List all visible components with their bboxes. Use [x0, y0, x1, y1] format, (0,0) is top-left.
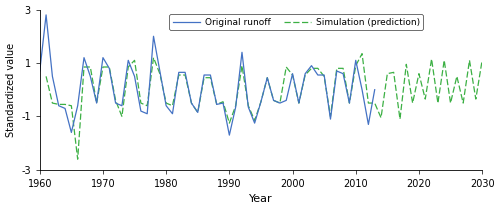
Original runoff: [252, 122, 258, 124]
Simulation (prediction): [74, 158, 80, 160]
Original runoff: [37, 70, 43, 72]
Line: Simulation (prediction): Simulation (prediction): [46, 54, 482, 159]
Original runoff: [43, 14, 49, 16]
Simulation (prediction): [359, 52, 365, 55]
Original runoff: [170, 113, 175, 115]
Legend: Original runoff, Simulation (prediction): Original runoff, Simulation (prediction): [170, 14, 424, 30]
Original runoff: [100, 56, 106, 59]
Simulation (prediction): [150, 56, 156, 59]
Simulation (prediction): [43, 75, 49, 78]
Simulation (prediction): [428, 58, 434, 60]
Original runoff: [246, 106, 252, 108]
Original runoff: [226, 134, 232, 136]
Y-axis label: Standardized value: Standardized value: [6, 43, 16, 137]
Simulation (prediction): [232, 105, 238, 107]
Simulation (prediction): [290, 74, 296, 76]
Line: Original runoff: Original runoff: [40, 15, 374, 135]
Original runoff: [277, 102, 283, 104]
Simulation (prediction): [106, 66, 112, 68]
X-axis label: Year: Year: [249, 194, 273, 205]
Simulation (prediction): [182, 74, 188, 76]
Original runoff: [232, 106, 238, 108]
Original runoff: [372, 88, 378, 91]
Simulation (prediction): [479, 59, 485, 62]
